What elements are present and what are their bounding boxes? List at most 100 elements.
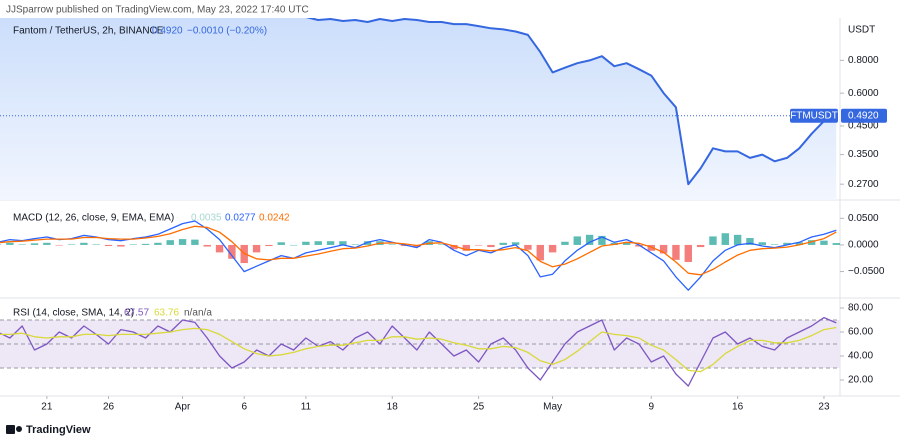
plot bbox=[0, 316, 837, 387]
y-tick-label: 0.2700 bbox=[848, 179, 879, 190]
y-tick-label: 80.00 bbox=[848, 303, 873, 314]
histogram-bar bbox=[363, 241, 372, 245]
y-tick-label: 0.8000 bbox=[848, 55, 879, 66]
histogram-bar bbox=[758, 242, 766, 245]
histogram-bar bbox=[721, 233, 729, 245]
footer-brand: TradingView bbox=[26, 424, 91, 436]
histogram-bar bbox=[807, 240, 816, 245]
histogram-bar bbox=[499, 242, 507, 245]
histogram-bar bbox=[43, 242, 51, 245]
series-line bbox=[0, 326, 837, 373]
histogram-bar bbox=[203, 244, 211, 247]
axis-label: USDT bbox=[848, 25, 875, 36]
y-tick-label: 40.00 bbox=[848, 351, 873, 362]
histogram-bar bbox=[18, 244, 26, 245]
histogram-bar bbox=[536, 244, 544, 261]
legend-title: Fantom / TetherUS, 2h, BINANCE bbox=[13, 26, 164, 37]
legend-value: 67.57 bbox=[124, 308, 149, 319]
histogram-bar bbox=[0, 244, 2, 245]
series-line bbox=[0, 225, 837, 276]
histogram-bar bbox=[80, 242, 88, 245]
histogram-bar bbox=[635, 244, 643, 247]
price-tag: 0.4920 bbox=[848, 110, 879, 121]
histogram-bar bbox=[437, 244, 446, 245]
legend-title: RSI (14, close, SMA, 14, 2) bbox=[13, 308, 134, 319]
histogram-bar bbox=[166, 240, 174, 245]
histogram-bar bbox=[770, 244, 779, 245]
histogram-bar bbox=[351, 244, 359, 245]
histogram-bar bbox=[462, 244, 470, 251]
histogram-bar bbox=[228, 244, 236, 259]
legend-title: MACD (12, 26, close, 9, EMA, EMA) bbox=[13, 213, 174, 224]
histogram-bar bbox=[561, 241, 569, 245]
symbol-tag: FTMUSDT bbox=[790, 110, 838, 121]
histogram-bar bbox=[511, 242, 520, 245]
series-line bbox=[305, 18, 837, 186]
histogram-bar bbox=[6, 242, 14, 245]
histogram-bar bbox=[733, 234, 742, 245]
histogram-bar bbox=[820, 240, 828, 245]
legend-value: 0.0242 bbox=[259, 213, 290, 224]
histogram-bar bbox=[104, 244, 113, 247]
histogram-bar bbox=[302, 241, 310, 245]
x-tick-label: 9 bbox=[648, 402, 654, 413]
histogram-bar bbox=[314, 241, 322, 245]
histogram-bar bbox=[265, 244, 273, 247]
x-tick-label: 25 bbox=[473, 402, 485, 413]
histogram-bar bbox=[129, 244, 137, 245]
histogram-bar bbox=[30, 243, 39, 245]
histogram-bar bbox=[141, 243, 150, 245]
histogram-bar bbox=[215, 244, 224, 253]
histogram-bar bbox=[647, 244, 655, 251]
plot bbox=[0, 220, 840, 291]
header-text: JJSparrow published on TradingView.com, … bbox=[6, 5, 309, 16]
x-tick-label: Apr bbox=[175, 402, 191, 413]
footer-logo bbox=[6, 425, 22, 434]
histogram-bar bbox=[696, 244, 705, 248]
y-tick-label: 60.00 bbox=[848, 327, 873, 338]
histogram-bar bbox=[746, 238, 754, 245]
histogram-bar bbox=[659, 244, 668, 254]
histogram-bar bbox=[67, 244, 76, 245]
x-tick-label: 11 bbox=[301, 402, 312, 413]
histogram-bar bbox=[709, 236, 717, 245]
histogram-bar bbox=[117, 244, 125, 247]
histogram-bar bbox=[92, 244, 100, 245]
histogram-bar bbox=[487, 244, 495, 248]
histogram-bar bbox=[474, 244, 483, 246]
x-tick-label: 23 bbox=[818, 402, 830, 413]
histogram-bar bbox=[573, 236, 581, 245]
histogram-bar bbox=[252, 244, 261, 253]
y-tick-label: 0.0000 bbox=[848, 240, 879, 251]
histogram-bar bbox=[795, 242, 803, 245]
histogram-bar bbox=[339, 241, 347, 245]
x-tick-label: 16 bbox=[732, 402, 744, 413]
legend-value: 0.0035 bbox=[191, 213, 222, 224]
histogram-bar bbox=[585, 234, 594, 245]
legend-extra: n/a bbox=[198, 308, 212, 319]
y-tick-label: 0.0500 bbox=[848, 213, 879, 224]
legend-extra: n/a bbox=[184, 308, 198, 319]
histogram-bar bbox=[388, 244, 396, 245]
y-tick-label: −0.0500 bbox=[848, 266, 885, 277]
histogram-bar bbox=[598, 235, 606, 245]
histogram-bar bbox=[684, 244, 692, 262]
histogram-bar bbox=[154, 242, 162, 245]
price-tag-bg bbox=[841, 108, 887, 123]
y-tick-label: 0.3500 bbox=[848, 149, 879, 160]
histogram-bar bbox=[55, 244, 63, 246]
histogram-bar bbox=[178, 239, 187, 245]
histogram-bar bbox=[450, 244, 458, 250]
x-tick-label: 21 bbox=[41, 402, 53, 413]
x-tick-label: 6 bbox=[241, 402, 247, 413]
symbol-tag-bg bbox=[790, 108, 838, 123]
histogram-bar bbox=[289, 244, 298, 246]
histogram-bar bbox=[191, 239, 199, 245]
x-tick-label: 26 bbox=[103, 402, 115, 413]
histogram-bar bbox=[277, 242, 285, 245]
x-tick-label: May bbox=[543, 402, 562, 413]
histogram-bar bbox=[622, 242, 631, 245]
y-tick-label: 0.6000 bbox=[848, 88, 879, 99]
histogram-bar bbox=[832, 243, 840, 245]
